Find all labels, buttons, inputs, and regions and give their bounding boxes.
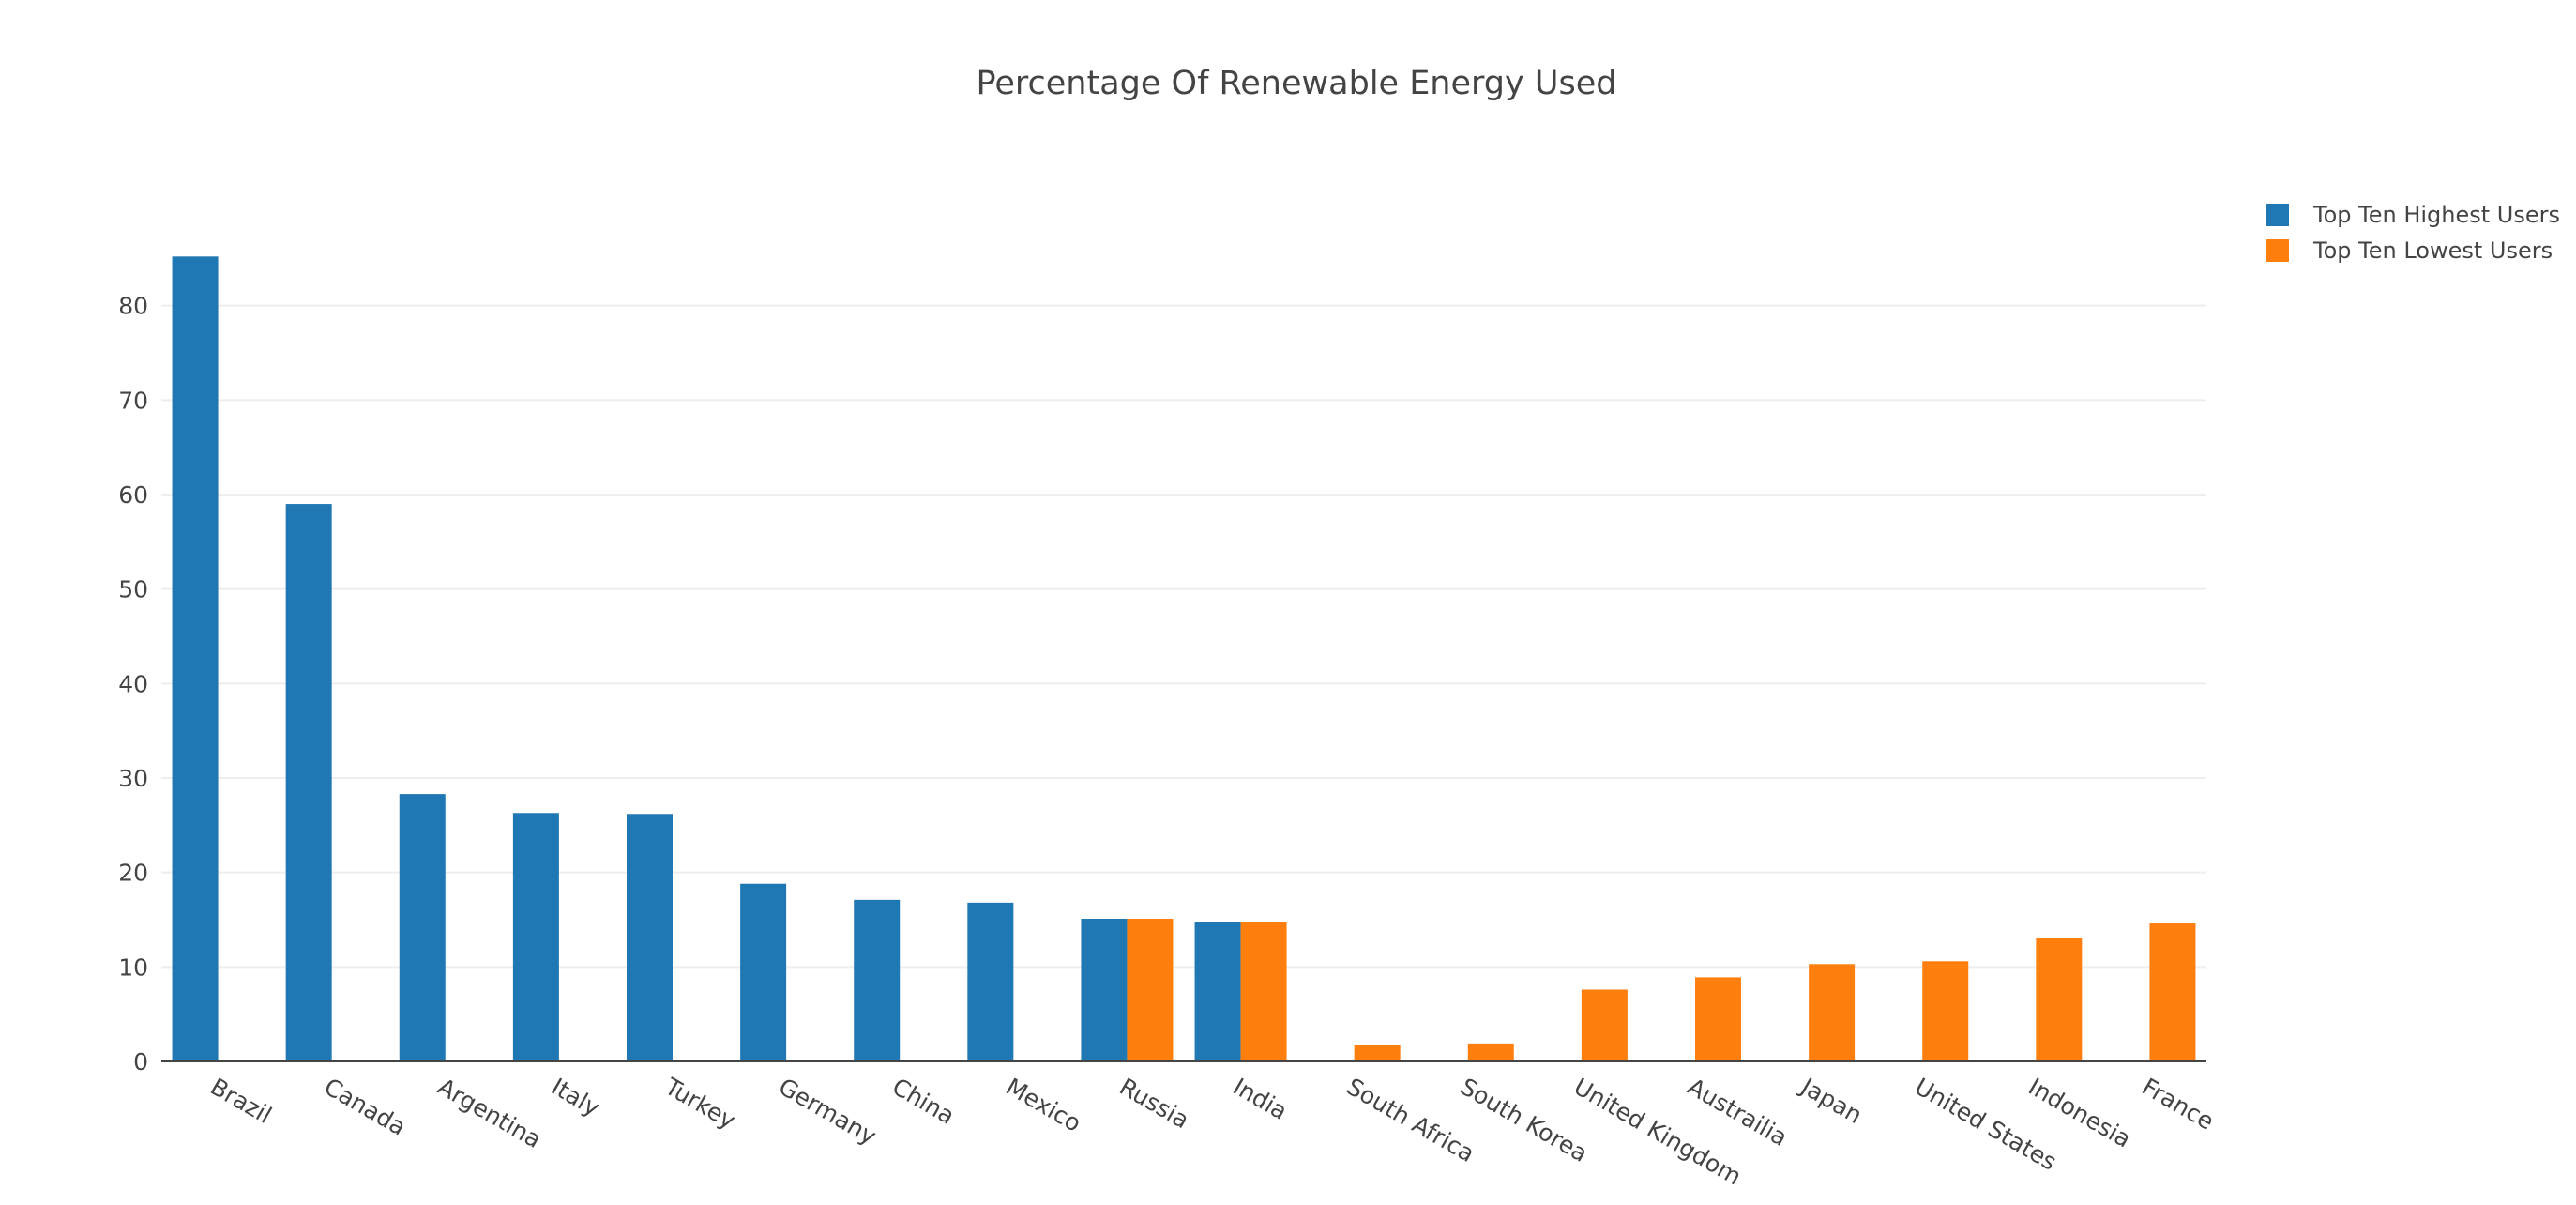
legend-label[interactable]: Top Ten Lowest Users (2312, 237, 2553, 264)
bar-lowest-united-kingdom[interactable] (1581, 989, 1628, 1061)
bar-lowest-united-states[interactable] (1922, 961, 1969, 1061)
x-tick-label: France (2137, 1073, 2219, 1136)
y-tick-label: 40 (118, 670, 148, 697)
x-tick-label: Argentina (433, 1073, 546, 1153)
bar-highest-brazil[interactable] (172, 256, 219, 1061)
x-tick-label: Mexico (1001, 1073, 1085, 1137)
x-tick-label: Italy (547, 1073, 605, 1121)
bar-highest-germany[interactable] (740, 883, 787, 1061)
legend-swatch[interactable] (2266, 204, 2289, 226)
y-tick-label: 70 (118, 387, 148, 414)
bars[interactable] (172, 256, 2196, 1061)
bar-highest-canada[interactable] (285, 504, 332, 1061)
x-tick-label: South Korea (1456, 1073, 1593, 1167)
y-tick-label: 50 (118, 576, 148, 603)
legend[interactable]: Top Ten Highest Users Top Ten Lowest User… (2266, 202, 2560, 264)
bar-highest-argentina[interactable] (399, 794, 446, 1061)
bar-lowest-russia[interactable] (1127, 918, 1174, 1061)
bar-lowest-france[interactable] (2149, 923, 2196, 1061)
y-tick-label: 30 (118, 765, 148, 792)
bar-lowest-japan[interactable] (1809, 964, 1856, 1061)
x-tick-label: South Africa (1342, 1073, 1479, 1167)
y-tick-label: 20 (118, 860, 148, 887)
x-tick-label: Turkey (659, 1073, 740, 1135)
bar-highest-india[interactable] (1194, 922, 1241, 1061)
bar-lowest-india[interactable] (1240, 922, 1287, 1061)
bar-highest-italy[interactable] (512, 813, 559, 1061)
x-tick-label: Japan (1795, 1072, 1867, 1129)
x-tick-label: China (887, 1073, 959, 1130)
x-tick-label: Russia (1114, 1073, 1193, 1134)
bar-lowest-austrailia[interactable] (1695, 977, 1741, 1061)
bar-highest-china[interactable] (854, 899, 901, 1061)
bar-lowest-south-korea[interactable] (1467, 1043, 1514, 1061)
bar-highest-turkey[interactable] (627, 814, 673, 1061)
x-tick-label: Canada (320, 1073, 411, 1141)
bar-lowest-indonesia[interactable] (2036, 938, 2083, 1061)
y-tick-label: 10 (118, 953, 148, 981)
legend-label[interactable]: Top Ten Highest Users (2312, 202, 2560, 228)
bar-highest-mexico[interactable] (967, 902, 1014, 1061)
chart-title: Percentage Of Renewable Energy Used (977, 65, 1617, 102)
bar-lowest-south-africa[interactable] (1354, 1045, 1401, 1061)
x-tick-label: India (1229, 1073, 1293, 1125)
x-tick-label: Brazil (206, 1073, 277, 1129)
x-tick-label: Germany (774, 1073, 881, 1151)
bar-highest-russia[interactable] (1081, 918, 1128, 1061)
gridlines (161, 304, 2206, 969)
y-tick-label: 0 (133, 1048, 148, 1075)
y-tick-label: 80 (118, 293, 148, 320)
legend-swatch[interactable] (2266, 239, 2289, 262)
y-tick-label: 60 (118, 481, 148, 509)
